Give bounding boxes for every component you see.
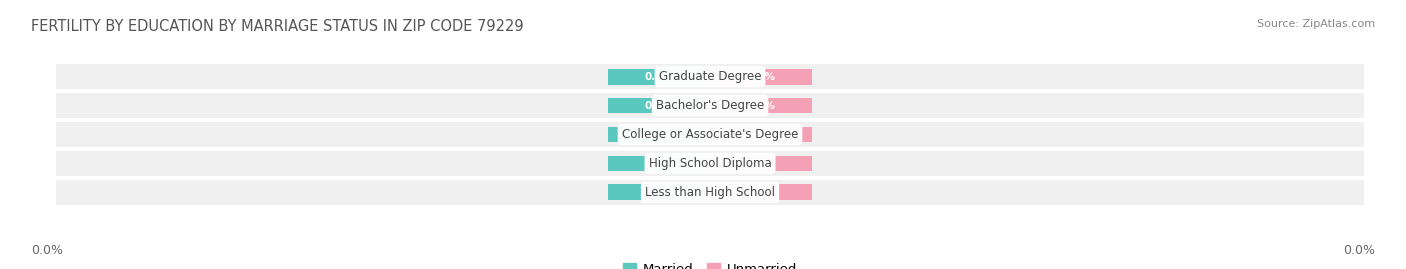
Text: Source: ZipAtlas.com: Source: ZipAtlas.com [1257, 19, 1375, 29]
Bar [0, 64, 1406, 89]
Text: 0.0%: 0.0% [1343, 244, 1375, 257]
Text: 0.0%: 0.0% [645, 101, 673, 111]
Text: Bachelor's Degree: Bachelor's Degree [657, 99, 763, 112]
Bar [0, 122, 1406, 147]
Text: 0.0%: 0.0% [31, 244, 63, 257]
Bar [0, 151, 1406, 176]
Text: Graduate Degree: Graduate Degree [659, 70, 761, 83]
Bar [609, 155, 710, 171]
Text: 0.0%: 0.0% [747, 187, 775, 197]
Text: High School Diploma: High School Diploma [648, 157, 772, 170]
Text: 0.0%: 0.0% [645, 129, 673, 140]
Bar [710, 155, 811, 171]
Bar [710, 98, 811, 114]
Text: 0.0%: 0.0% [747, 129, 775, 140]
Bar [710, 69, 811, 84]
Bar [0, 93, 1406, 118]
Text: 0.0%: 0.0% [645, 158, 673, 168]
Bar [710, 185, 811, 200]
Text: 0.0%: 0.0% [747, 158, 775, 168]
Text: College or Associate's Degree: College or Associate's Degree [621, 128, 799, 141]
Bar [609, 126, 710, 143]
Text: 0.0%: 0.0% [645, 187, 673, 197]
Bar [609, 98, 710, 114]
Text: FERTILITY BY EDUCATION BY MARRIAGE STATUS IN ZIP CODE 79229: FERTILITY BY EDUCATION BY MARRIAGE STATU… [31, 19, 523, 34]
Text: 0.0%: 0.0% [747, 72, 775, 82]
Legend: Married, Unmarried: Married, Unmarried [617, 258, 803, 269]
Bar [710, 126, 811, 143]
Text: 0.0%: 0.0% [645, 72, 673, 82]
Bar [609, 185, 710, 200]
Bar [0, 180, 1406, 205]
Text: Less than High School: Less than High School [645, 186, 775, 199]
Bar [609, 69, 710, 84]
Text: 0.0%: 0.0% [747, 101, 775, 111]
